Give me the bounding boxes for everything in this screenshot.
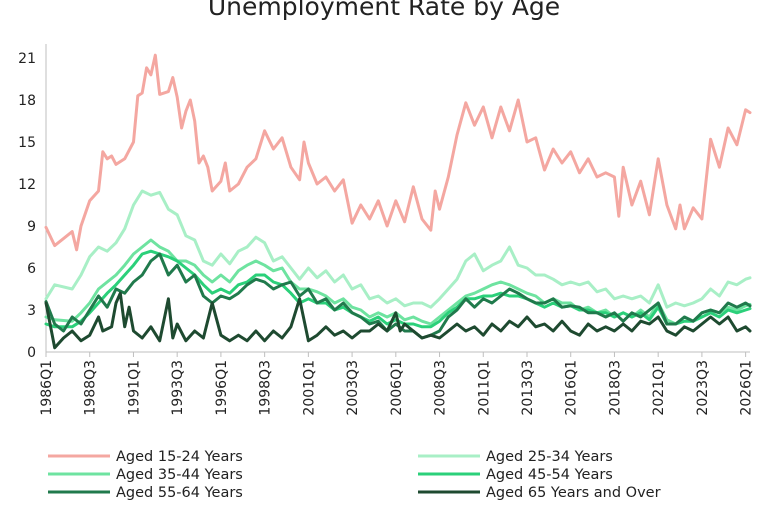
x-tick-label: 1993Q3 <box>170 360 186 416</box>
x-tick-label: 2026Q1 <box>739 360 755 416</box>
x-tick-label: 2011Q1 <box>476 360 492 416</box>
legend-label: Aged 65 Years and Over <box>486 485 661 501</box>
legend-label: Aged 35-44 Years <box>116 467 243 483</box>
series-lines <box>44 53 752 350</box>
y-tick-label: 0 <box>27 345 36 361</box>
x-tick-label: 2003Q3 <box>345 360 361 416</box>
x-tick-label: 1998Q3 <box>258 360 274 416</box>
legend-label: Aged 55-64 Years <box>116 485 243 501</box>
series-line <box>44 53 752 252</box>
x-tick-label: 2001Q1 <box>301 360 317 416</box>
legend-label: Aged 15-24 Years <box>116 449 243 465</box>
x-axis-ticks: 1986Q1 1988Q3 1991Q1 1993Q3 1996Q1 1998Q3 2001… <box>39 352 755 416</box>
x-tick-label: 1991Q1 <box>126 360 142 416</box>
legend: Aged 15-24 Years Aged 25-34 Years Aged 35-… <box>48 449 661 501</box>
y-axis-ticks: 0 3 6 9 12 15 18 21 <box>18 51 36 361</box>
y-tick-label: 12 <box>18 177 36 193</box>
y-tick-label: 15 <box>18 135 36 151</box>
x-tick-label: 1996Q1 <box>214 360 230 416</box>
x-tick-label: 2006Q1 <box>389 360 405 416</box>
legend-label: Aged 45-54 Years <box>486 467 613 483</box>
series-line <box>44 291 752 350</box>
x-tick-label: 2023Q3 <box>695 360 711 416</box>
plot-area: 0 3 6 9 12 15 18 21 1986Q1 1988Q3 1991Q1 1993Q3 199… <box>18 44 755 416</box>
x-tick-label: 2013Q3 <box>520 360 536 416</box>
x-tick-label: 2016Q1 <box>564 360 580 416</box>
y-tick-label: 18 <box>18 93 36 109</box>
x-tick-label: 2021Q1 <box>651 360 667 416</box>
series-line <box>44 238 752 326</box>
x-tick-label: 2008Q3 <box>433 360 449 416</box>
series-line <box>44 189 752 309</box>
y-tick-label: 6 <box>27 261 36 277</box>
x-tick-label: 1988Q3 <box>83 360 99 416</box>
y-tick-label: 3 <box>27 303 36 319</box>
legend-label: Aged 25-34 Years <box>486 449 613 465</box>
y-tick-label: 9 <box>27 219 36 235</box>
x-tick-label: 2018Q3 <box>607 360 623 416</box>
chart-title: Unemployment Rate by Age <box>208 0 560 21</box>
y-tick-label: 21 <box>18 51 36 67</box>
x-tick-label: 1986Q1 <box>39 360 55 416</box>
